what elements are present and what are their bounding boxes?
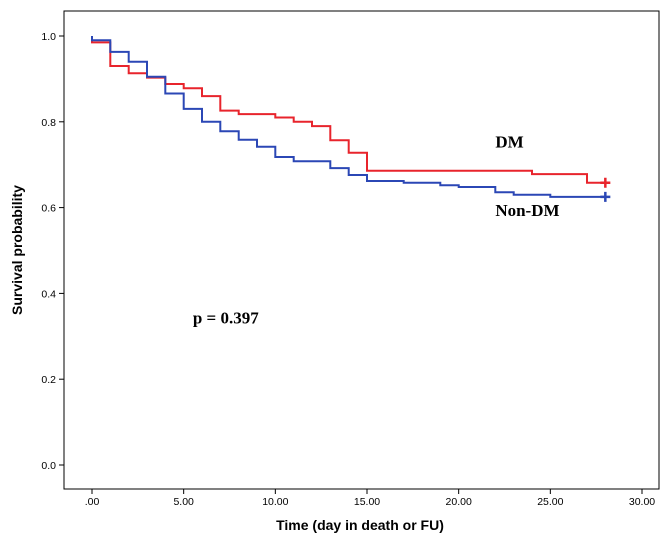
- series-line-non-dm: [91, 36, 606, 198]
- x-tick-label: 5.00: [173, 496, 194, 508]
- x-tick-label: 15.00: [354, 496, 380, 508]
- plot-frame: [63, 10, 660, 490]
- x-tick-label: 30.00: [629, 496, 655, 508]
- censor-mark-dm: [600, 177, 611, 188]
- x-axis: .00 5.00 10.00 15.00 20.00 25.00 30.00: [85, 489, 655, 508]
- x-tick-label: 25.00: [537, 496, 563, 508]
- annotation-layer: p = 0.397 DM Non-DM: [193, 133, 560, 328]
- y-tick-label: 1.0: [41, 31, 56, 43]
- censor-mark-non-dm: [600, 191, 611, 202]
- y-tick-label: 0.4: [41, 288, 56, 300]
- x-tick-label: .00: [85, 496, 100, 508]
- y-tick-label: 0.2: [41, 374, 56, 386]
- y-axis: 0.0 0.2 0.4 0.6 0.8 1.0: [41, 31, 64, 472]
- x-axis-title: Time (day in death or FU): [276, 517, 444, 533]
- annotation-non-dm: Non-DM: [495, 201, 559, 220]
- x-tick-label: 10.00: [262, 496, 288, 508]
- annotation-dm: DM: [495, 133, 523, 152]
- x-tick-label: 20.00: [446, 496, 472, 508]
- annotation-p-0-397: p = 0.397: [193, 308, 259, 327]
- y-axis-title: Survival probability: [9, 185, 25, 315]
- y-tick-label: 0.6: [41, 203, 56, 215]
- series-layer: [91, 36, 611, 202]
- series-line-dm: [91, 36, 606, 184]
- y-tick-label: 0.0: [41, 460, 56, 472]
- y-tick-label: 0.8: [41, 117, 56, 129]
